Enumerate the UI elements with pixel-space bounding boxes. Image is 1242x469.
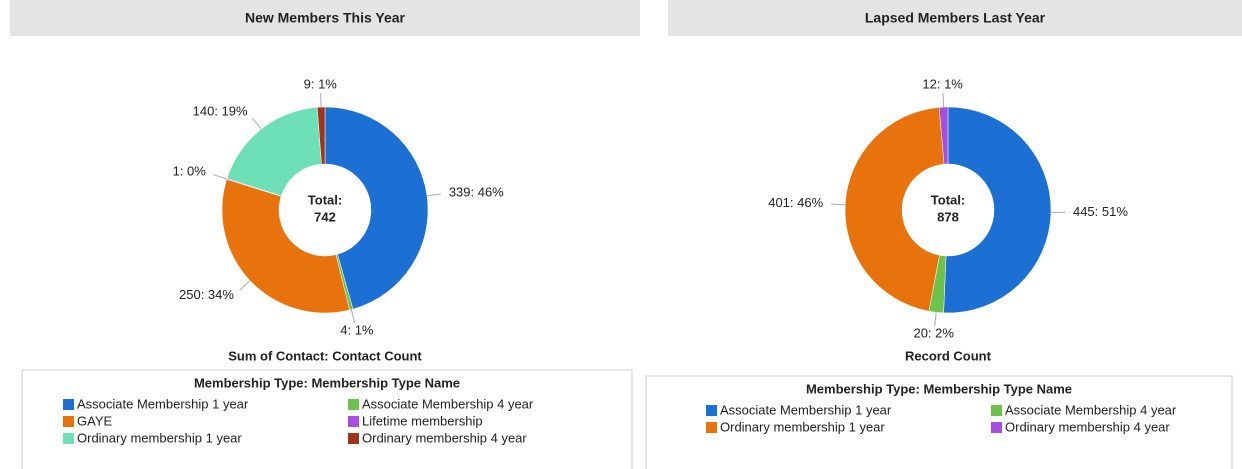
data-label: 4: 1% — [340, 322, 374, 337]
slice — [316, 106, 326, 165]
leader-line — [350, 309, 356, 324]
legend-swatch — [991, 405, 1002, 416]
leader-line — [934, 312, 937, 327]
legend-label: Ordinary membership 1 year — [77, 430, 242, 445]
legend-swatch — [63, 433, 74, 444]
leader-line — [320, 93, 322, 108]
legend-swatch — [63, 399, 74, 410]
legend-swatch — [706, 405, 717, 416]
legend-label: Ordinary membership 4 year — [1005, 419, 1170, 434]
leader-line — [239, 280, 251, 291]
chart-title: Lapsed Members Last Year — [865, 10, 1046, 26]
data-label: 1: 0% — [173, 164, 207, 179]
legend-swatch — [348, 433, 359, 444]
legend-swatch — [706, 422, 717, 433]
leader-line — [831, 203, 846, 206]
leader-line — [426, 193, 441, 197]
panel-header — [668, 0, 1242, 36]
legend-label: Associate Membership 4 year — [1005, 402, 1177, 417]
data-label: 401: 46% — [768, 195, 823, 210]
legend-swatch — [991, 422, 1002, 433]
slice — [221, 179, 350, 314]
legend-swatch — [63, 416, 74, 427]
total-value: 742 — [314, 209, 336, 224]
data-label: 20: 2% — [913, 326, 954, 341]
legend-swatch — [348, 416, 359, 427]
legend-label: Ordinary membership 4 year — [362, 430, 527, 445]
leader-line — [942, 93, 945, 108]
total-label: Total: — [931, 192, 965, 207]
slice — [324, 106, 429, 310]
data-label: 250: 34% — [179, 287, 234, 302]
legend-label: Lifetime membership — [362, 413, 483, 428]
chart-title: New Members This Year — [245, 10, 406, 26]
axis-label: Record Count — [905, 348, 992, 363]
total-value: 878 — [937, 209, 959, 224]
slice — [844, 107, 945, 312]
data-label: 140: 19% — [193, 103, 248, 118]
legend-box — [645, 375, 1233, 469]
slice — [938, 106, 949, 165]
legend-label: Associate Membership 4 year — [362, 396, 534, 411]
panel-header — [10, 0, 640, 36]
data-label: 9: 1% — [304, 77, 338, 92]
data-label: 339: 46% — [449, 184, 504, 199]
total-label: Total: — [308, 192, 342, 207]
data-label: 12: 1% — [922, 77, 963, 92]
legend-box — [21, 369, 633, 469]
legend-swatch — [348, 399, 359, 410]
legend-title: Membership Type: Membership Type Name — [194, 375, 460, 390]
leader-line — [213, 174, 227, 180]
leader-line — [252, 117, 262, 130]
legend-label: Associate Membership 1 year — [720, 402, 892, 417]
legend-label: Associate Membership 1 year — [77, 396, 249, 411]
slice — [226, 107, 322, 197]
slice — [943, 106, 1052, 314]
axis-label: Sum of Contact: Contact Count — [228, 348, 422, 363]
legend-title: Membership Type: Membership Type Name — [806, 381, 1072, 396]
legend-label: GAYE — [77, 413, 112, 428]
data-label: 445: 51% — [1073, 204, 1128, 219]
legend-label: Ordinary membership 1 year — [720, 419, 885, 434]
